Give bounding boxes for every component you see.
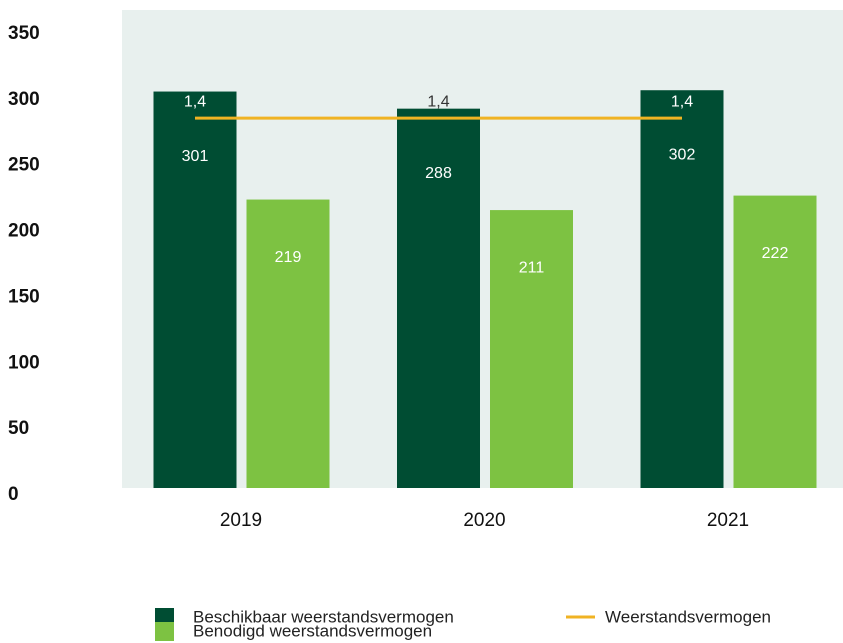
bar <box>640 90 724 489</box>
bar <box>153 91 237 488</box>
data-label: 288 <box>425 165 452 182</box>
legend-label: Benodigd weerstandsvermogen <box>193 621 432 640</box>
line-label: 1,4 <box>184 93 206 110</box>
bar <box>490 210 573 488</box>
legend-label: Beschikbaar weerstandsvermogen <box>193 607 454 626</box>
line-label: 1,4 <box>671 93 693 110</box>
y-tick-label: 50 <box>8 418 29 439</box>
data-label: 211 <box>519 259 545 276</box>
x-tick-label: 2021 <box>707 510 749 531</box>
legend-label: Weerstandsvermogen <box>605 607 771 626</box>
bar <box>246 199 330 488</box>
line-label: 1,4 <box>427 93 449 110</box>
data-label: 301 <box>182 148 209 165</box>
bar <box>733 195 817 488</box>
y-tick-label: 300 <box>8 89 40 110</box>
data-label: 219 <box>275 249 302 266</box>
data-label: 302 <box>669 146 696 163</box>
bar <box>397 108 480 489</box>
legend-swatch <box>155 622 174 641</box>
y-tick-label: 350 <box>8 23 40 44</box>
y-tick-label: 200 <box>8 221 40 242</box>
y-tick-label: 100 <box>8 352 40 373</box>
y-tick-label: 150 <box>8 286 40 307</box>
y-tick-label: 250 <box>8 155 40 176</box>
y-tick-label: 0 <box>8 484 19 505</box>
x-tick-label: 2020 <box>463 510 505 531</box>
data-label: 222 <box>762 245 789 262</box>
x-tick-label: 2019 <box>220 510 262 531</box>
